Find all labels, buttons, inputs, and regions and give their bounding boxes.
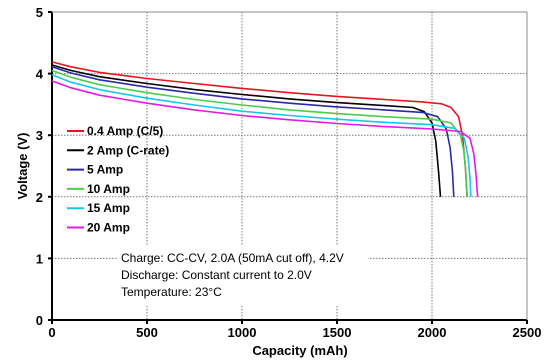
x-tick-label-2: 1000 <box>228 325 257 340</box>
y-tick-label-1: 1 <box>36 251 43 266</box>
x-tick-label-1: 500 <box>136 325 158 340</box>
legend-label-0: 0.4 Amp (C/5) <box>87 124 163 138</box>
y-tick-label-2: 2 <box>36 190 43 205</box>
x-tick-label-4: 2000 <box>418 325 447 340</box>
y-tick-label-5: 5 <box>36 5 43 20</box>
legend: 0.4 Amp (C/5) 2 Amp (C-rate) 5 Amp 10 Amp 15… <box>67 124 169 235</box>
note-box <box>118 246 368 306</box>
y-tick-label-0: 0 <box>36 313 43 328</box>
legend-label-2: 5 Amp <box>87 163 123 177</box>
y-tick-label-4: 4 <box>36 67 44 82</box>
grid <box>52 12 527 320</box>
y-tick-label-3: 3 <box>36 128 43 143</box>
note-line-3: Temperature: 23°C <box>121 285 222 299</box>
x-axis-title: Capacity (mAh) <box>252 343 347 358</box>
series-lines <box>51 61 479 197</box>
note-line-2: Discharge: Constant current to 2.0V <box>121 268 312 282</box>
y-axis-title: Voltage (V) <box>15 133 30 200</box>
x-tick-label-0: 0 <box>48 325 55 340</box>
series-line-0 <box>51 61 468 197</box>
series-line-5 <box>51 80 479 197</box>
legend-label-4: 15 Amp <box>87 201 130 215</box>
axes <box>48 11 528 324</box>
series-line-2 <box>51 66 455 197</box>
x-tick-label-5: 2500 <box>513 325 542 340</box>
legend-label-3: 10 Amp <box>87 182 130 196</box>
series-line-4 <box>51 74 472 197</box>
legend-label-1: 2 Amp (C-rate) <box>87 143 169 157</box>
legend-label-5: 20 Amp <box>87 221 130 235</box>
tick-labels: 0 1 2 3 4 5 0 500 1000 1500 2000 2500 <box>36 5 542 340</box>
note-line-1: Charge: CC-CV, 2.0A (50mA cut off), 4.2V <box>121 251 344 265</box>
conditions-note: Charge: CC-CV, 2.0A (50mA cut off), 4.2V… <box>118 246 368 306</box>
x-tick-label-3: 1500 <box>323 325 352 340</box>
series-line-1 <box>51 64 442 197</box>
series-line-3 <box>51 69 468 197</box>
